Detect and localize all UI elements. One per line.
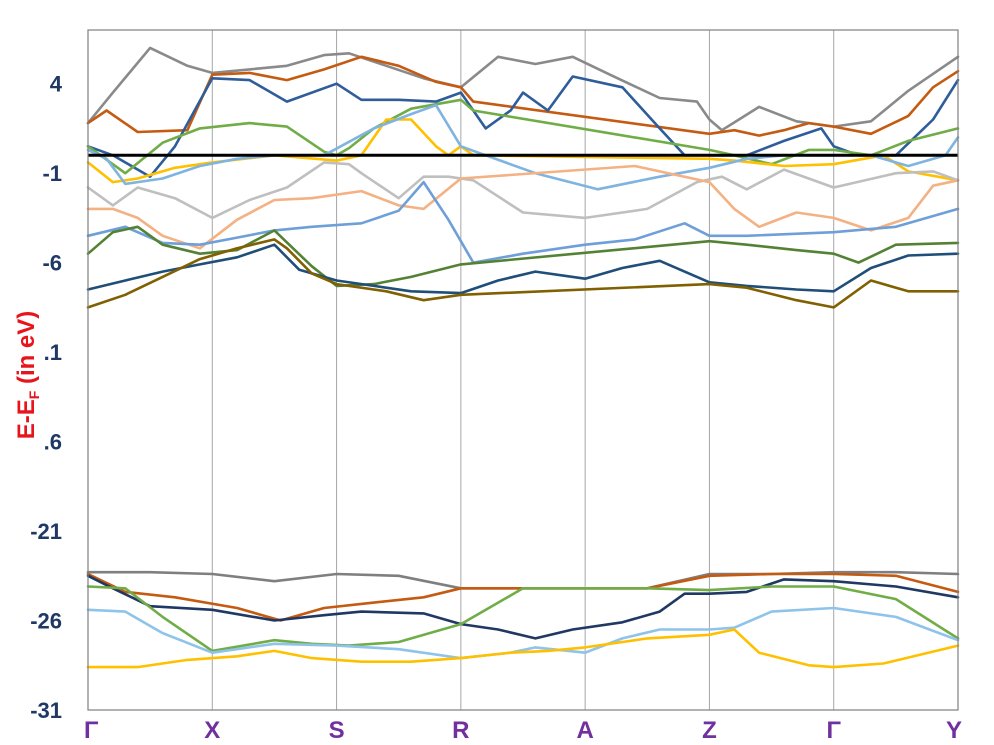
band-9 — [86, 180, 960, 264]
y-tick-label-7: -31 — [30, 698, 62, 723]
y-axis-label-suffix: (in eV) — [13, 311, 40, 391]
y-axis-label-main: E-E — [13, 399, 40, 439]
band-4 — [86, 98, 960, 175]
x-tick-label-3: R — [452, 717, 469, 744]
band-10 — [86, 225, 960, 288]
band-18 — [86, 628, 960, 669]
x-tick-label-6: Γ — [826, 717, 841, 744]
x-tick-label-2: S — [329, 717, 345, 744]
band-12 — [86, 238, 960, 309]
y-tick-label-0: 4 — [50, 72, 63, 97]
y-tick-label-2: -6 — [42, 251, 62, 276]
band-lines — [86, 46, 960, 669]
y-tick-label-1: -1 — [42, 161, 62, 186]
y-axis-label: E-EF (in eV) — [13, 311, 42, 440]
y-axis-label-subscript: F — [26, 390, 42, 399]
x-tick-label-4: A — [576, 717, 593, 744]
band-7 — [86, 161, 960, 220]
x-tick-label-5: Z — [702, 717, 717, 744]
plot-frame — [87, 29, 959, 711]
band-2 — [86, 55, 960, 137]
y-tick-label-3: .1 — [44, 340, 62, 365]
band-3 — [86, 75, 960, 178]
x-tick-label-1: X — [204, 717, 220, 744]
band-8 — [86, 164, 960, 250]
y-tick-label-6: -26 — [30, 609, 62, 634]
band-15 — [86, 574, 960, 640]
x-tick-label-0: Γ — [84, 717, 99, 744]
band-16 — [86, 585, 960, 653]
band-17 — [86, 606, 960, 660]
x-tick-label-7: Y — [946, 717, 962, 744]
vertical-gridlines — [211, 30, 835, 710]
band-5 — [86, 118, 960, 184]
y-tick-label-5: -21 — [30, 519, 62, 544]
y-tick-labels: 4 -1 -6 .1 .6 -21 -26 -31 — [30, 72, 63, 723]
band-14 — [86, 572, 960, 622]
band-1 — [86, 46, 960, 132]
band-11 — [86, 243, 960, 295]
y-tick-label-4: .6 — [44, 430, 62, 455]
